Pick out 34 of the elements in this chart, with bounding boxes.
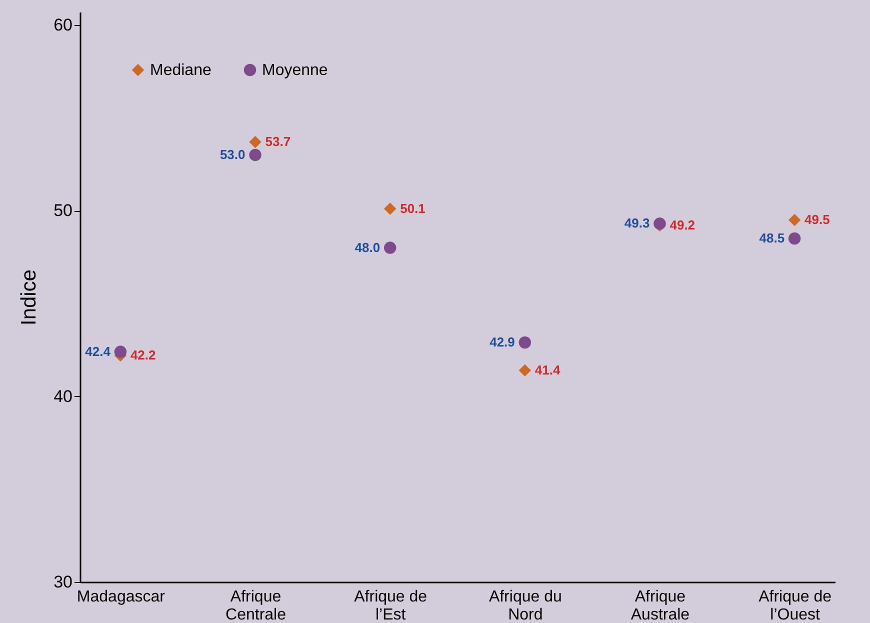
point <box>384 202 396 215</box>
y-tick-label: 60 <box>54 15 72 34</box>
point <box>788 232 801 245</box>
point <box>249 136 262 148</box>
y-tick-label: 40 <box>54 386 72 406</box>
point <box>518 336 532 349</box>
legend-label: Mediane <box>150 62 212 79</box>
data-label: 49.2 <box>670 218 696 233</box>
x-tick-label: Madagascar <box>76 588 166 606</box>
x-tick-label: Afrique de l’Ouest <box>758 588 832 623</box>
point <box>788 214 801 226</box>
data-label: 53.7 <box>265 134 291 149</box>
point <box>384 242 396 254</box>
legend-label: Moyenne <box>262 62 328 79</box>
data-label: 48.5 <box>759 230 785 246</box>
point <box>114 346 127 358</box>
data-label: 50.1 <box>400 200 426 216</box>
data-label: 42.2 <box>130 347 156 362</box>
x-tick-label: Afrique Australe <box>630 588 690 623</box>
x-tick-label: Afrique du Nord <box>488 588 562 623</box>
data-label: 48.0 <box>354 240 380 255</box>
y-axis-title: Indice <box>18 269 41 326</box>
x-tick-label: Afrique de l’Est <box>354 588 428 623</box>
data-label: 53.0 <box>220 146 246 162</box>
data-label: 49.3 <box>624 216 650 231</box>
data-label: 42.9 <box>490 334 515 350</box>
y-tick-label: 50 <box>54 201 72 220</box>
point <box>518 364 532 376</box>
y-tick-label: 30 <box>54 572 72 592</box>
data-label: 49.5 <box>804 212 830 227</box>
data-label: 42.4 <box>85 344 112 359</box>
point <box>249 148 262 162</box>
x-tick-label: Afrique Centrale <box>226 588 286 623</box>
data-label: 41.4 <box>534 362 561 378</box>
